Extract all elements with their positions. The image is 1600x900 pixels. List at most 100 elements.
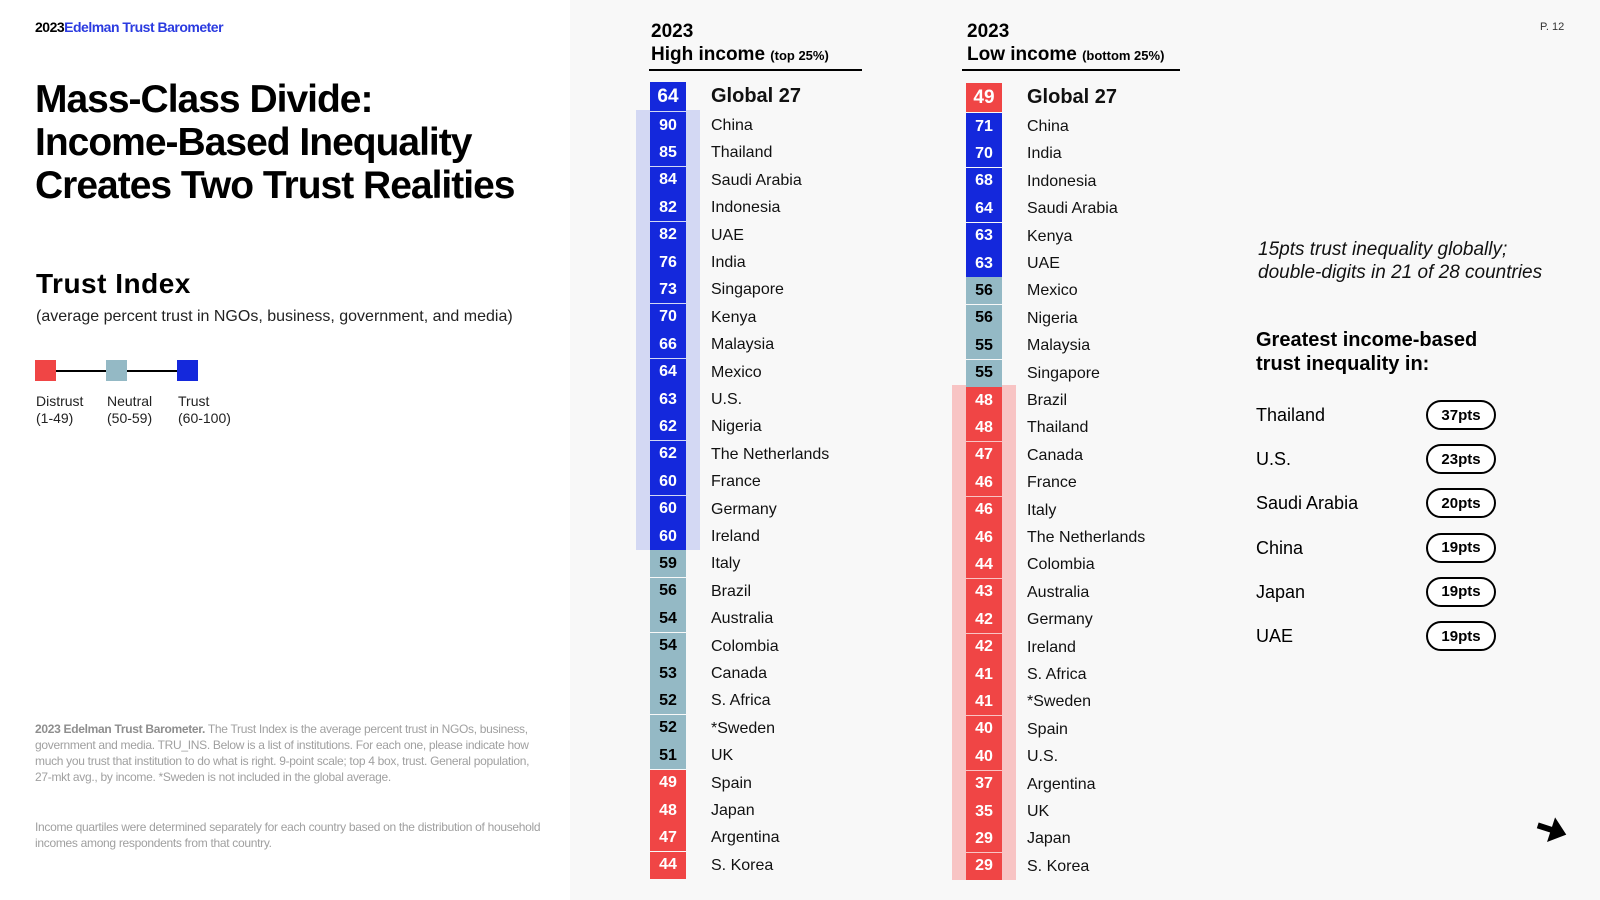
inequality-country: U.S. (1256, 449, 1292, 470)
country-label: Kenya (1027, 227, 1073, 245)
score-box: 63 (966, 250, 1002, 277)
country-label: *Sweden (1027, 693, 1092, 711)
high-income-rule (649, 69, 862, 71)
country-label: Mexico (1027, 282, 1078, 300)
score-box: 82 (650, 194, 686, 222)
trust-index-title: Trust Index (36, 268, 191, 299)
country-label: Canada (711, 665, 768, 682)
score-box: 62 (650, 440, 686, 468)
country-label: S. Korea (711, 856, 774, 874)
page-title: Mass-Class Divide: Income-Based Inequali… (35, 78, 555, 207)
global-score: 49 (966, 83, 1002, 112)
score-box: 42 (966, 606, 1002, 634)
country-label: India (1027, 145, 1062, 163)
score-box: 60 (650, 468, 686, 496)
score-box: 47 (966, 441, 1002, 469)
legend-distrust-swatch (35, 360, 56, 381)
legend-trust-swatch (177, 360, 198, 381)
high-income-year: 2023 (651, 21, 694, 42)
country-label: Singapore (711, 281, 784, 299)
inequality-country: Japan (1256, 581, 1306, 602)
score-box: 60 (650, 523, 686, 550)
score-box: 71 (966, 113, 1002, 140)
country-label: Spain (1027, 720, 1068, 738)
country-label: Singapore (1027, 364, 1100, 382)
score-box: 85 (650, 139, 686, 167)
score-box: 42 (966, 633, 1002, 661)
score-box: 41 (966, 688, 1002, 716)
country-label: UAE (1027, 255, 1060, 272)
country-label: The Netherlands (711, 445, 830, 463)
brand-header: 2023Edelman Trust Barometer (35, 19, 224, 35)
country-label: China (711, 117, 753, 134)
country-label: UK (711, 747, 734, 765)
country-label: S. Africa (711, 692, 771, 710)
country-label: Australia (1027, 583, 1090, 601)
score-box: 90 (650, 112, 686, 139)
global-label: Global 27 (1027, 86, 1118, 108)
country-label: Indonesia (1027, 172, 1097, 190)
score-box: 48 (966, 387, 1002, 414)
country-label: India (711, 254, 746, 271)
country-label: Malaysia (1027, 337, 1091, 355)
score-box: 44 (966, 551, 1002, 579)
score-box: 29 (966, 825, 1002, 853)
score-box: 46 (966, 469, 1002, 497)
score-box: 62 (650, 413, 686, 441)
inequality-gap-badge: 37pts (1426, 400, 1496, 430)
footnote-quartiles: Income quartiles were determined separat… (35, 820, 541, 850)
country-label: The Netherlands (1027, 529, 1146, 546)
brand-name: Edelman Trust Barometer (64, 19, 224, 35)
country-label: Saudi Arabia (1027, 200, 1118, 218)
country-label: Indonesia (711, 199, 781, 217)
country-label: Japan (1027, 830, 1071, 848)
page-number: P. 12 (1540, 21, 1565, 33)
country-label: Argentina (711, 829, 780, 847)
score-box: 44 (650, 851, 686, 879)
score-box: 56 (966, 304, 1002, 332)
country-label: Saudi Arabia (711, 171, 802, 189)
country-label: China (1027, 118, 1069, 135)
country-label: Canada (1027, 446, 1084, 464)
inequality-country: Thailand (1256, 405, 1326, 425)
title-line-2: Income-Based Inequality (35, 121, 472, 164)
score-box: 51 (650, 742, 686, 770)
score-box: 53 (650, 660, 686, 687)
country-label: S. Korea (1027, 857, 1090, 875)
title-line-1: Mass-Class Divide: (35, 78, 373, 121)
score-box: 52 (650, 714, 686, 742)
score-box: 70 (966, 140, 1002, 168)
inequality-gap-badge: 19pts (1426, 621, 1496, 651)
score-box: 76 (650, 249, 686, 276)
inequality-country: Saudi Arabia (1256, 493, 1359, 514)
next-arrow-icon[interactable] (1535, 813, 1569, 847)
country-label: Italy (711, 555, 741, 573)
score-box: 64 (650, 358, 686, 386)
country-label: Japan (711, 802, 755, 819)
country-label: Malaysia (711, 336, 775, 354)
brand-year: 2023 (35, 19, 65, 35)
score-box: 56 (966, 277, 1002, 305)
score-box: 60 (650, 495, 686, 523)
low-income-title: Low income (bottom 25%) (967, 44, 1165, 65)
country-label: France (711, 473, 761, 491)
legend-trust-label: Trust (60-100) (178, 393, 231, 426)
global-score: 64 (650, 82, 686, 111)
score-box: 48 (650, 797, 686, 824)
score-box: 68 (966, 167, 1002, 195)
legend-neutral-swatch (106, 360, 127, 381)
country-label: U.S. (1027, 748, 1059, 766)
country-label: Argentina (1027, 775, 1096, 793)
low-income-rule (962, 69, 1180, 71)
country-label: Thailand (711, 144, 773, 162)
country-label: S. Africa (1027, 666, 1087, 683)
score-box: 48 (966, 414, 1002, 442)
country-label: U.S. (711, 391, 743, 408)
low-income-year: 2023 (967, 21, 1010, 42)
high-income-title: High income (top 25%) (651, 44, 829, 65)
score-box: 55 (966, 332, 1002, 360)
country-label: Colombia (711, 637, 779, 655)
score-box: 64 (966, 195, 1002, 223)
country-label: Germany (1027, 611, 1093, 629)
country-label: Germany (711, 500, 777, 518)
